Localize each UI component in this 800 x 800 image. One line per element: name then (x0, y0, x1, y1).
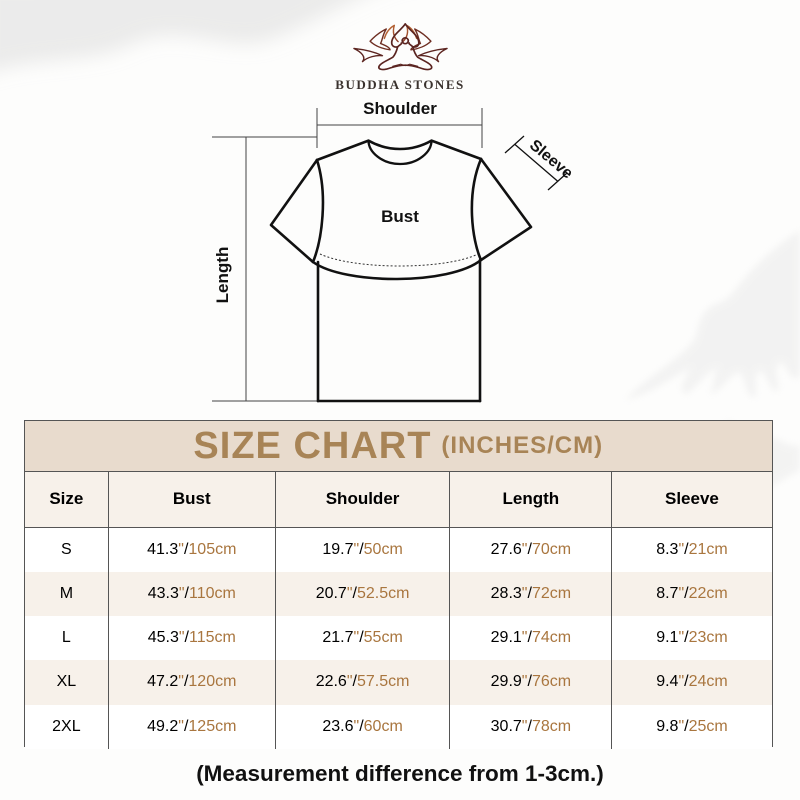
svg-text:Bust: Bust (381, 207, 419, 226)
svg-text:Length: Length (213, 247, 232, 304)
svg-text:Shoulder: Shoulder (363, 99, 437, 118)
